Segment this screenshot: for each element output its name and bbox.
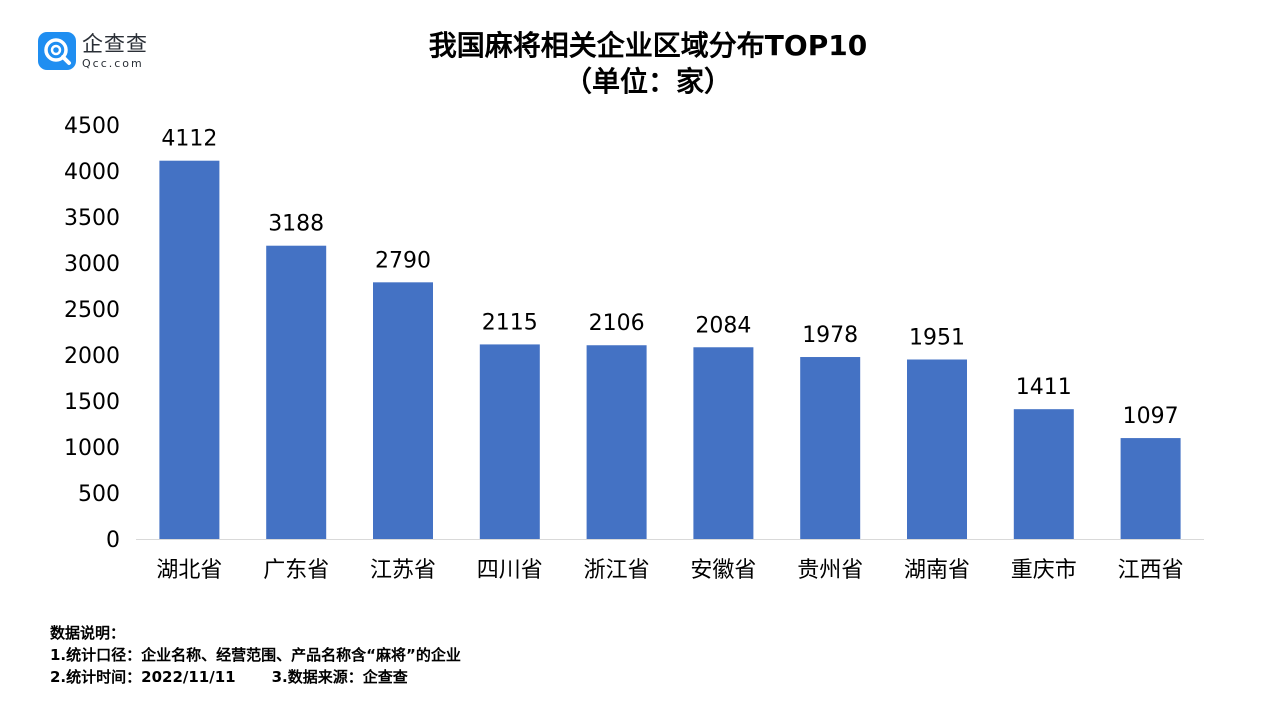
bar <box>1120 438 1181 539</box>
x-tick-label: 湖南省 <box>904 558 970 583</box>
bar <box>373 282 433 539</box>
y-tick-label: 1500 <box>64 390 120 415</box>
y-tick-label: 4000 <box>64 160 120 185</box>
data-label: 2084 <box>695 313 751 338</box>
y-tick-label: 0 <box>106 528 120 553</box>
x-tick-label: 浙江省 <box>584 558 650 583</box>
y-tick-label: 4500 <box>64 114 120 139</box>
y-tick-label: 2500 <box>64 298 120 323</box>
bar <box>159 160 220 540</box>
y-tick-label: 3500 <box>64 206 120 231</box>
x-tick-label: 贵州省 <box>797 558 863 583</box>
data-label: 4112 <box>161 127 217 152</box>
x-tick-label: 江西省 <box>1118 558 1184 583</box>
chart-title-line1: 我国麻将相关企业区域分布TOP10 <box>428 29 868 62</box>
bar <box>1013 409 1074 539</box>
notes-line2: 2.统计时间：2022/11/11 3.数据来源：企查查 <box>50 666 461 688</box>
y-tick-label: 2000 <box>64 344 120 369</box>
data-label: 2106 <box>589 311 645 336</box>
x-tick-label: 重庆市 <box>1011 558 1077 583</box>
y-tick-label: 1000 <box>64 436 120 461</box>
notes-line2a: 2.统计时间：2022/11/11 <box>50 668 236 686</box>
chart-title-line2: （单位：家） <box>563 65 732 98</box>
chart-title: 我国麻将相关企业区域分布TOP10 （单位：家） <box>300 28 996 100</box>
data-notes: 数据说明： 1.统计口径：企业名称、经营范围、产品名称含“麻将”的企业 2.统计… <box>50 622 461 688</box>
bar <box>586 345 647 539</box>
brand-logo: 企查查 Qcc.com <box>38 32 148 70</box>
notes-line1: 1.统计口径：企业名称、经营范围、产品名称含“麻将”的企业 <box>50 646 461 664</box>
data-label: 1951 <box>909 326 965 351</box>
bar <box>693 347 754 539</box>
x-tick-label: 湖北省 <box>156 558 222 583</box>
notes-line2b: 3.数据来源：企查查 <box>271 668 408 686</box>
data-label: 3188 <box>268 212 324 237</box>
x-tick-label: 安徽省 <box>690 558 756 583</box>
notes-heading: 数据说明： <box>50 624 126 642</box>
data-label: 2790 <box>375 248 431 273</box>
bar <box>479 344 540 539</box>
y-tick-label: 500 <box>78 482 120 507</box>
x-tick-label: 江苏省 <box>370 558 436 583</box>
data-label: 1978 <box>802 323 858 348</box>
x-tick-label: 广东省 <box>263 558 329 583</box>
logo-domain: Qcc.com <box>82 56 144 70</box>
bar <box>800 357 861 539</box>
data-label: 1411 <box>1016 375 1072 400</box>
x-tick-label: 四川省 <box>477 558 543 583</box>
data-label: 1097 <box>1123 404 1179 429</box>
bar <box>907 359 967 539</box>
qcc-logo-icon <box>38 32 76 70</box>
y-tick-label: 3000 <box>64 252 120 277</box>
data-label: 2115 <box>482 310 538 335</box>
logo-name: 企查查 <box>82 31 148 56</box>
bar <box>266 245 327 540</box>
